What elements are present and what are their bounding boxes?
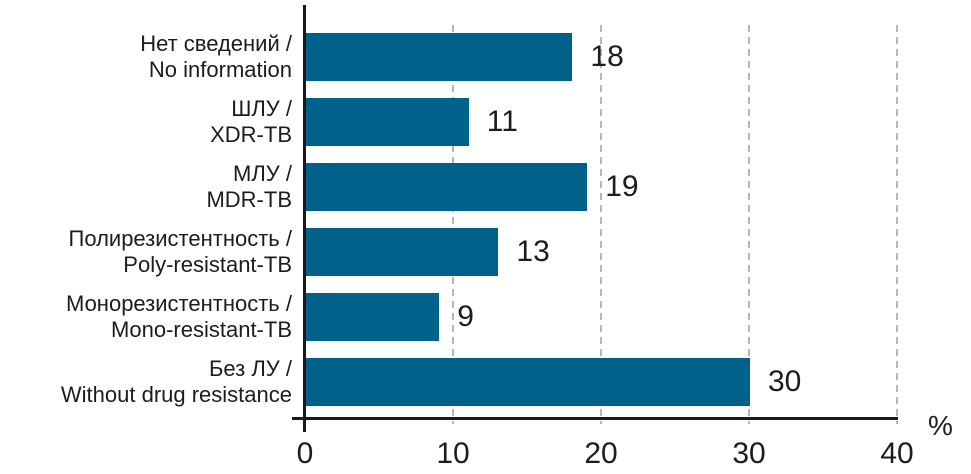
category-label: МЛУ / MDR-TB (0, 159, 292, 215)
category-label-ru: Монорезистентность / (66, 291, 292, 316)
gridline (452, 25, 454, 424)
category-label: Монорезистентность / Mono-resistant-TB (0, 289, 292, 345)
category-label-ru: Нет сведений / (140, 31, 292, 56)
bar (306, 163, 588, 211)
category-label-ru: МЛУ / (233, 161, 292, 186)
category-label-en: Without drug resistance (60, 382, 292, 407)
bar (306, 228, 499, 276)
x-tick-label: 40 (880, 437, 914, 470)
bar (306, 293, 440, 341)
bar-value-label: 11 (486, 105, 518, 138)
bar-value-label: 9 (457, 300, 474, 333)
x-tick-label: 0 (296, 437, 314, 470)
category-label-en: MDR-TB (206, 187, 292, 212)
x-tick-label: 10 (436, 437, 470, 470)
y-axis-line (303, 5, 306, 432)
category-label-en: Poly-resistant-TB (123, 252, 292, 277)
x-axis-line (292, 417, 898, 420)
category-label-en: XDR-TB (210, 122, 292, 147)
bar-value-label: 18 (590, 40, 624, 73)
category-label-ru: Полирезистентность / (68, 226, 293, 251)
category-label-en: Mono-resistant-TB (111, 317, 292, 342)
category-label: Без ЛУ / Without drug resistance (0, 354, 292, 410)
bar (306, 358, 750, 406)
gridline (600, 25, 602, 424)
category-label: ШЛУ / XDR-TB (0, 94, 292, 150)
category-label: Полирезистентность / Poly-resistant-TB (0, 224, 293, 280)
category-label: Нет сведений / No information (0, 29, 292, 85)
gridline (896, 25, 898, 424)
bar (306, 33, 573, 81)
bar-value-label: 13 (516, 235, 550, 268)
bar (306, 98, 469, 146)
x-tick-label: 20 (584, 437, 618, 470)
bar-value-label: 30 (768, 365, 802, 398)
category-label-ru: Без ЛУ / (208, 356, 292, 381)
category-label-en: No information (148, 57, 292, 82)
bar-value-label: 19 (605, 170, 639, 203)
axis-unit-label: % (928, 410, 953, 441)
x-tick-label: 30 (732, 437, 766, 470)
category-label-ru: ШЛУ / (231, 96, 292, 121)
gridline (748, 25, 750, 424)
